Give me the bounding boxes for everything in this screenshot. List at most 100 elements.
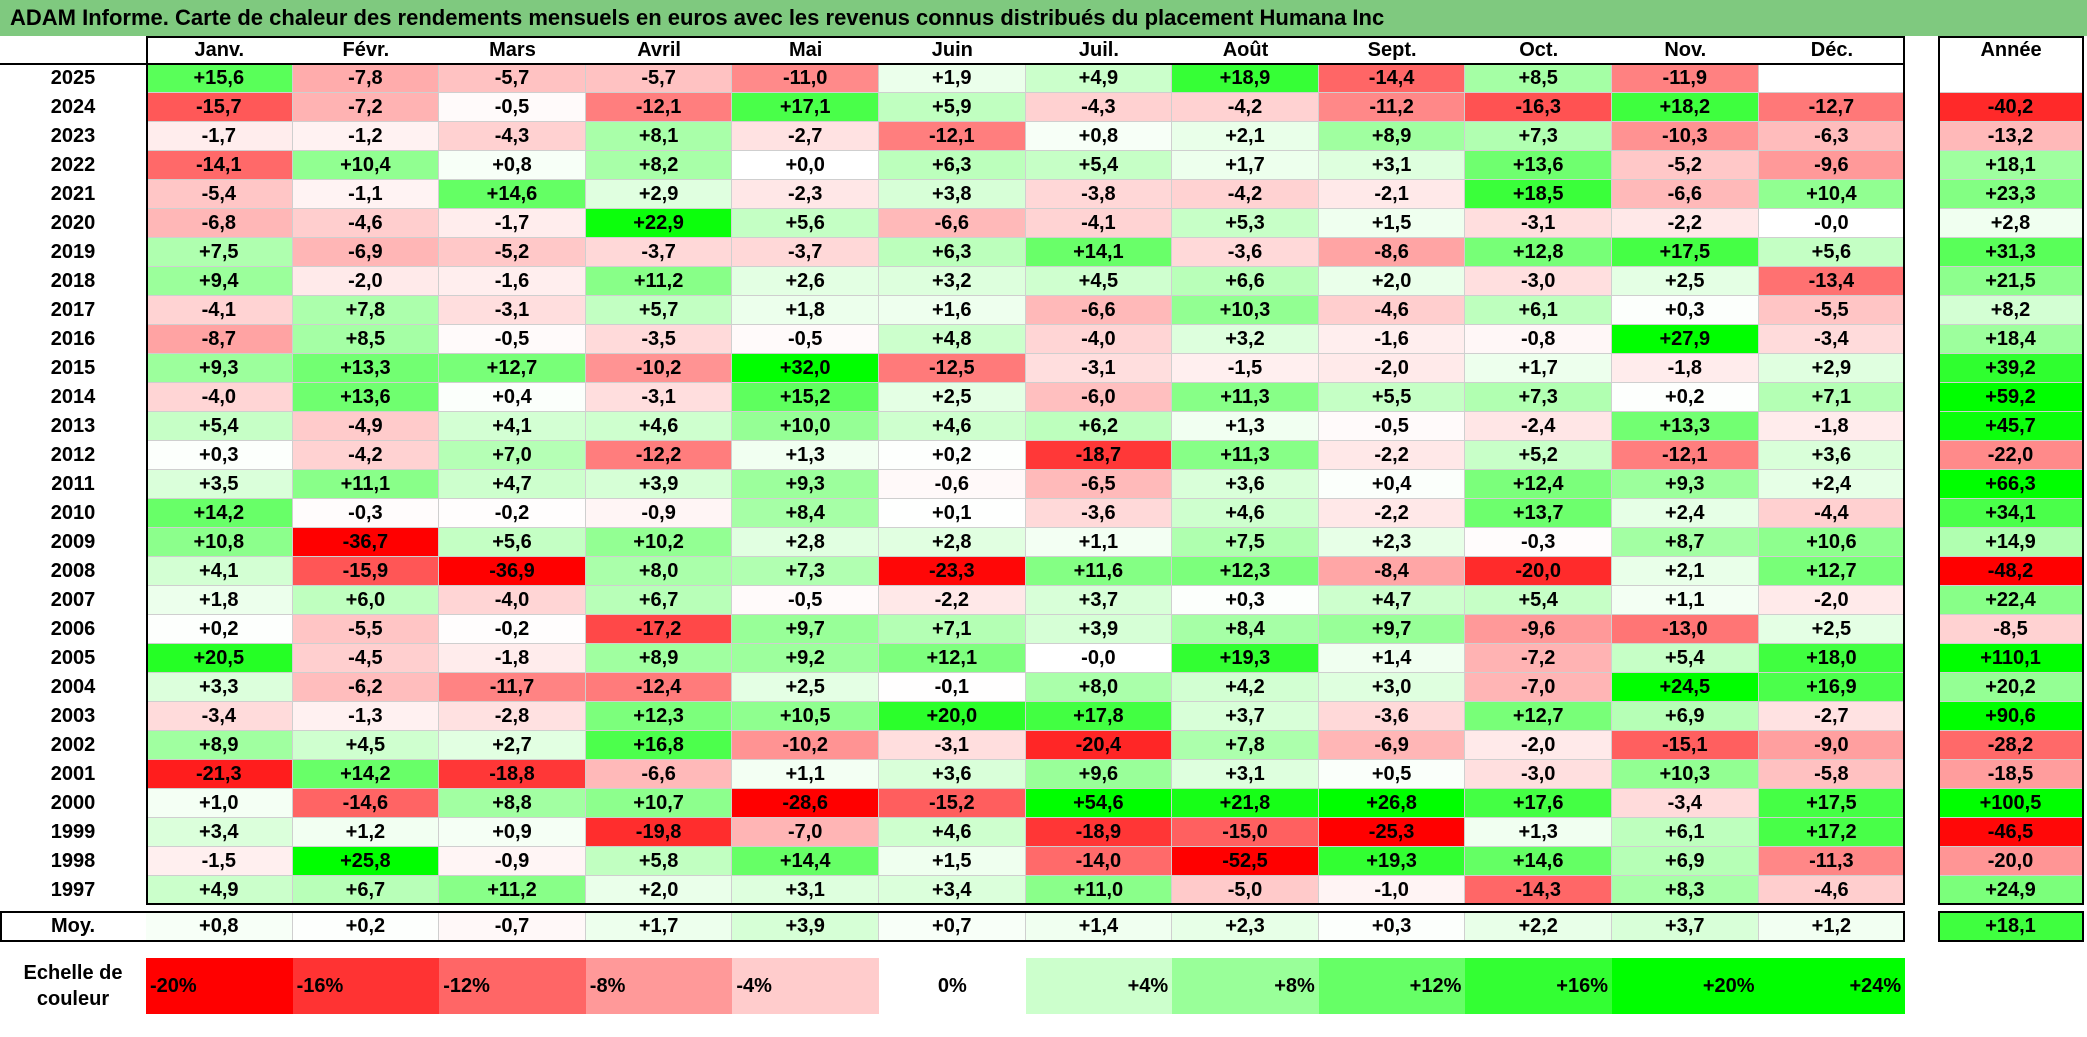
heatmap-cell: -2,0 [1318, 354, 1466, 383]
heatmap-cell: +10,4 [1758, 180, 1906, 209]
heatmap-cell: +2,5 [1758, 615, 1906, 644]
heatmap-cell: -3,6 [1318, 702, 1466, 731]
heatmap-cell: -0,1 [879, 673, 1026, 702]
heatmap-cell: -6,9 [292, 238, 440, 267]
heatmap-cell: +9,3 [732, 470, 879, 499]
heatmap-cell: -2,2 [1318, 441, 1466, 470]
heatmap-cell: -1,5 [1172, 354, 1319, 383]
year-label: 2014 [50, 386, 96, 408]
heatmap-cell: +7,3 [1465, 122, 1612, 151]
heatmap-cell: +9,7 [1318, 615, 1466, 644]
heatmap-cell: -5,2 [1612, 151, 1759, 180]
year-label: 2018 [50, 270, 96, 292]
heatmap-cell: +14,4 [732, 847, 879, 876]
heatmap-cell: -4,3 [1025, 93, 1173, 122]
heatmap-cell: +5,3 [1172, 209, 1319, 238]
heatmap-cell: +0,4 [439, 383, 586, 412]
heatmap-cell: -4,4 [1758, 499, 1906, 528]
heatmap-cell: +2,1 [1172, 122, 1319, 151]
heatmap-cell: -4,0 [1025, 325, 1173, 354]
annual-cell: +22,4 [1938, 586, 2084, 615]
annual-cell: +20,2 [1938, 673, 2084, 702]
heatmap-cell: -3,1 [585, 383, 733, 412]
heatmap-cell: -15,2 [879, 789, 1026, 818]
average-cell: +0,7 [879, 911, 1026, 942]
heatmap-cell: -6,3 [1758, 122, 1906, 151]
average-cell: +0,3 [1318, 911, 1466, 942]
heatmap-cell: +1,8 [146, 586, 293, 615]
heatmap-cell: -0,2 [439, 499, 586, 528]
annual-cell: -46,5 [1938, 818, 2084, 847]
heatmap-cell: +10,0 [732, 412, 879, 441]
heatmap-cell: +3,9 [1025, 615, 1173, 644]
heatmap-cell: -15,0 [1172, 818, 1319, 847]
heatmap-cell: +18,0 [1758, 644, 1906, 673]
heatmap-cell: +21,8 [1172, 789, 1319, 818]
heatmap-cell: -6,6 [879, 209, 1026, 238]
heatmap-cell: +3,5 [146, 470, 293, 499]
heatmap-cell: +13,6 [292, 383, 440, 412]
year-label: 2004 [50, 676, 96, 698]
heatmap-cell: +5,8 [585, 847, 733, 876]
heatmap-cell: -1,2 [292, 122, 440, 151]
year-label: 2021 [50, 183, 96, 205]
heatmap-cell: +9,4 [146, 267, 293, 296]
heatmap-cell: -0,5 [439, 325, 586, 354]
annual-cell: +18,1 [1938, 151, 2084, 180]
year-label: 2009 [50, 531, 96, 553]
heatmap-cell: -2,7 [1758, 702, 1906, 731]
heatmap-cell: +0,4 [1318, 470, 1466, 499]
annual-cell: +8,2 [1938, 296, 2084, 325]
heatmap-cell: +20,5 [146, 644, 293, 673]
heatmap-cell: -14,4 [1318, 64, 1466, 93]
heatmap-cell: +11,6 [1025, 557, 1173, 586]
year-label: 1998 [50, 850, 96, 872]
heatmap-cell: +0,3 [1612, 296, 1759, 325]
heatmap-cell: -3,7 [585, 238, 733, 267]
heatmap-cell: +0,3 [146, 441, 293, 470]
month-header: Oct. [1519, 38, 1559, 61]
month-header: Mars [489, 38, 536, 61]
heatmap-cell: -6,6 [585, 760, 733, 789]
average-cell: +1,4 [1025, 911, 1173, 942]
year-label: 2024 [50, 96, 96, 118]
color-scale-swatch: -16% [292, 958, 440, 1014]
heatmap-cell: +3,3 [146, 673, 293, 702]
heatmap-cell: +5,9 [879, 93, 1026, 122]
heatmap-cell: +2,4 [1612, 499, 1759, 528]
heatmap-cell: +3,6 [879, 760, 1026, 789]
annual-cell: +21,5 [1938, 267, 2084, 296]
annual-cell [1938, 64, 2084, 93]
heatmap-cell: -12,1 [1612, 441, 1759, 470]
heatmap-cell: -2,2 [1318, 499, 1466, 528]
annual-cell: +90,6 [1938, 702, 2084, 731]
average-cell: +3,7 [1612, 911, 1759, 942]
year-label: 2013 [50, 415, 96, 437]
heatmap-cell: -2,0 [1465, 731, 1612, 760]
heatmap-cell: +10,8 [146, 528, 293, 557]
heatmap-cell: +1,4 [1318, 644, 1466, 673]
heatmap-cell: +14,6 [1465, 847, 1612, 876]
heatmap-cell: -6,8 [146, 209, 293, 238]
chart-title: ADAM Informe. Carte de chaleur des rende… [0, 0, 2087, 36]
heatmap-cell: +0,1 [879, 499, 1026, 528]
color-scale-swatch: 0% [879, 958, 1026, 1014]
heatmap-cell: -21,3 [146, 760, 293, 789]
heatmap-cell: -18,7 [1025, 441, 1173, 470]
heatmap-cell: -3,1 [439, 296, 586, 325]
heatmap-cell: +11,3 [1172, 383, 1319, 412]
heatmap-cell: +5,4 [146, 412, 293, 441]
heatmap-cell: +8,5 [292, 325, 440, 354]
year-label: 2010 [50, 502, 96, 524]
annual-cell: +23,3 [1938, 180, 2084, 209]
heatmap-cell: -6,9 [1318, 731, 1466, 760]
annual-cell: +66,3 [1938, 470, 2084, 499]
heatmap-cell: -8,7 [146, 325, 293, 354]
heatmap-cell: +32,0 [732, 354, 879, 383]
heatmap-cell: +5,4 [1612, 644, 1759, 673]
heatmap-cell: +3,4 [146, 818, 293, 847]
heatmap-cell: +1,1 [1025, 528, 1173, 557]
average-cell: +3,9 [732, 911, 879, 942]
annual-cell: -20,0 [1938, 847, 2084, 876]
heatmap-cell: -7,8 [292, 64, 440, 93]
